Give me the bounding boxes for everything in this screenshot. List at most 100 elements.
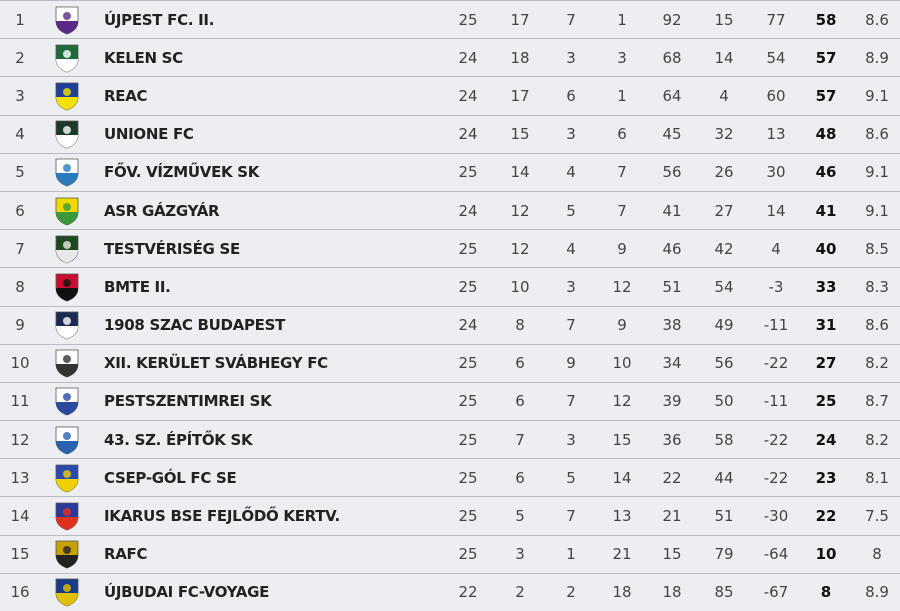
team-name[interactable]: KELEN SC	[104, 48, 183, 67]
won-cell: 3	[515, 545, 525, 564]
points-cell: 24	[815, 430, 837, 449]
rating-cell: 7.5	[865, 507, 889, 526]
team-name[interactable]: ÚJPEST FC. II.	[104, 10, 215, 29]
rank-cell: 1	[15, 10, 25, 29]
played-cell: 24	[458, 316, 478, 335]
played-cell: 25	[458, 430, 478, 449]
testveriseg-crest-icon	[52, 230, 82, 267]
vizmuvek-crest-icon	[52, 154, 82, 191]
team-name[interactable]: CSEP-GÓL FC SE	[104, 468, 237, 487]
table-row[interactable]: 10 XII. KERÜLET SVÁBHEGY FC 25 6 9 10 34 56 -22 2…	[0, 343, 900, 382]
goal-diff-cell: -22	[763, 468, 789, 487]
lost-cell: 21	[612, 545, 632, 564]
rank-cell: 14	[10, 507, 30, 526]
team-name[interactable]: PESTSZENTIMREI SK	[104, 392, 272, 411]
points-cell: 46	[815, 163, 837, 182]
lost-cell: 1	[617, 86, 627, 105]
won-cell: 6	[515, 392, 525, 411]
points-cell: 25	[815, 392, 837, 411]
drawn-cell: 5	[566, 201, 576, 220]
csepgol-crest-icon	[52, 459, 82, 496]
goals-against-cell: 15	[714, 10, 734, 29]
rating-cell: 8.6	[865, 316, 889, 335]
team-name[interactable]: 1908 SZAC BUDAPEST	[104, 316, 286, 335]
table-row[interactable]: 6 ASR GÁZGYÁR 24 12 5 7 41 27 14 41 9.1	[0, 190, 900, 229]
team-name[interactable]: FŐV. VÍZMŰVEK SK	[104, 163, 260, 182]
team-name[interactable]: ÚJBUDAI FC-VOYAGE	[104, 583, 270, 602]
table-row[interactable]: 8 BMTE II. 25 10 3 12 51 54 -3 33 8.3	[0, 267, 900, 305]
table-row[interactable]: 11 PESTSZENTIMREI SK 25 6 7 12 39 50 -11 25 8.7	[0, 381, 900, 420]
drawn-cell: 4	[566, 239, 576, 258]
played-cell: 22	[458, 583, 478, 602]
team-name[interactable]: XII. KERÜLET SVÁBHEGY FC	[104, 354, 328, 373]
played-cell: 24	[458, 86, 478, 105]
table-row[interactable]: 7 TESTVÉRISÉG SE 25 12 4 9 46 42 4 40 8.5	[0, 229, 900, 267]
table-row[interactable]: 14 IKARUS BSE FEJLŐDŐ KERTV. 25 5 7 13 21 51 -30…	[0, 496, 900, 534]
lost-cell: 7	[617, 163, 627, 182]
rating-cell: 8.9	[865, 583, 889, 602]
team-name[interactable]: REAC	[104, 86, 148, 105]
team-name[interactable]: BMTE II.	[104, 277, 171, 296]
goals-against-cell: 27	[714, 201, 734, 220]
rating-cell: 8.2	[865, 354, 889, 373]
table-row[interactable]: 16 ÚJBUDAI FC-VOYAGE 22 2 2 18 18 85 -67 8 8.9	[0, 572, 900, 611]
goals-against-cell: 85	[714, 583, 734, 602]
table-row[interactable]: 12 43. SZ. ÉPÍTŐK SK 25 7 3 15 36 58 -22 24 8.2	[0, 420, 900, 458]
played-cell: 25	[458, 277, 478, 296]
rank-cell: 16	[10, 583, 30, 602]
won-cell: 12	[510, 239, 530, 258]
goals-for-cell: 92	[662, 10, 682, 29]
table-row[interactable]: 5 FŐV. VÍZMŰVEK SK 25 14 4 7 56 26 30 46 9.1	[0, 152, 900, 191]
team-name[interactable]: 43. SZ. ÉPÍTŐK SK	[104, 430, 253, 449]
lost-cell: 18	[612, 583, 632, 602]
lost-cell: 10	[612, 354, 632, 373]
rating-cell: 8	[872, 545, 882, 564]
table-row[interactable]: 13 CSEP-GÓL FC SE 25 6 5 14 22 44 -22 23 8.1	[0, 458, 900, 496]
points-cell: 48	[815, 125, 837, 144]
table-row[interactable]: 2 KELEN SC 24 18 3 3 68 14 54 57 8.9	[0, 38, 900, 76]
played-cell: 24	[458, 125, 478, 144]
goals-against-cell: 32	[714, 125, 734, 144]
rating-cell: 8.6	[865, 125, 889, 144]
played-cell: 24	[458, 48, 478, 67]
points-cell: 31	[815, 316, 837, 335]
team-name[interactable]: IKARUS BSE FEJLŐDŐ KERTV.	[104, 507, 340, 526]
rank-cell: 9	[15, 316, 25, 335]
team-name[interactable]: UNIONE FC	[104, 125, 194, 144]
won-cell: 12	[510, 201, 530, 220]
drawn-cell: 7	[566, 392, 576, 411]
lost-cell: 13	[612, 507, 632, 526]
points-cell: 41	[815, 201, 837, 220]
svabhegy-crest-icon	[52, 345, 82, 382]
drawn-cell: 1	[566, 545, 576, 564]
team-name[interactable]: RAFC	[104, 545, 148, 564]
ujpest-crest-icon	[52, 1, 82, 38]
rank-cell: 10	[10, 354, 30, 373]
rating-cell: 8.5	[865, 239, 889, 258]
drawn-cell: 3	[566, 48, 576, 67]
szac-crest-icon	[52, 307, 82, 344]
table-row[interactable]: 4 UNIONE FC 24 15 3 6 45 32 13 48 8.6	[0, 114, 900, 153]
rating-cell: 9.1	[865, 163, 889, 182]
won-cell: 18	[510, 48, 530, 67]
rating-cell: 8.1	[865, 468, 889, 487]
table-row[interactable]: 1 ÚJPEST FC. II. 25 17 7 1 92 15 77 58 8.6	[0, 0, 900, 38]
rank-cell: 6	[15, 201, 25, 220]
drawn-cell: 6	[566, 86, 576, 105]
reac-crest-icon	[52, 77, 82, 114]
table-row[interactable]: 15 RAFC 25 3 1 21 15 79 -64 10 8	[0, 534, 900, 573]
rank-cell: 3	[15, 86, 25, 105]
asr-crest-icon	[52, 192, 82, 229]
goals-against-cell: 42	[714, 239, 734, 258]
table-row[interactable]: 3 REAC 24 17 6 1 64 4 60 57 9.1	[0, 76, 900, 114]
drawn-cell: 3	[566, 125, 576, 144]
team-name[interactable]: TESTVÉRISÉG SE	[104, 239, 240, 258]
played-cell: 25	[458, 545, 478, 564]
points-cell: 58	[815, 10, 837, 29]
rank-cell: 4	[15, 125, 25, 144]
team-name[interactable]: ASR GÁZGYÁR	[104, 201, 220, 220]
rank-cell: 8	[15, 277, 25, 296]
goal-diff-cell: 4	[771, 239, 781, 258]
table-row[interactable]: 9 1908 SZAC BUDAPEST 24 8 7 9 38 49 -11 31 8.6	[0, 305, 900, 344]
